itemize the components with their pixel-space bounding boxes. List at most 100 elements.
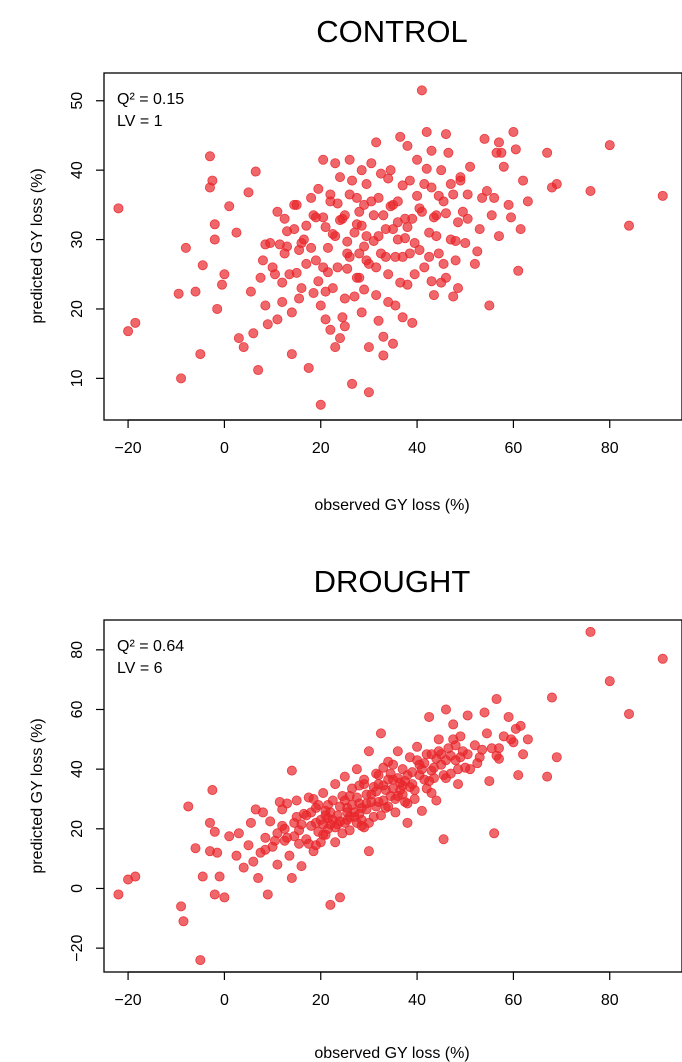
data-point <box>491 694 502 705</box>
data-point <box>477 744 488 755</box>
data-point <box>354 272 365 283</box>
data-point <box>624 220 635 231</box>
data-point <box>402 140 413 151</box>
lv-annotation: LV = 6 <box>117 660 163 677</box>
data-point <box>412 190 423 201</box>
data-point <box>294 838 305 849</box>
data-point <box>214 871 225 882</box>
data-point <box>375 728 386 739</box>
data-point <box>416 805 427 816</box>
data-point <box>428 290 439 301</box>
data-point <box>359 199 370 210</box>
data-point <box>395 277 406 288</box>
data-point <box>308 793 319 804</box>
data-point <box>262 889 273 900</box>
data-point <box>551 179 562 190</box>
data-point <box>455 752 466 763</box>
data-point <box>479 133 490 144</box>
data-point <box>371 137 382 148</box>
data-point <box>515 224 526 235</box>
y-tick-label: −20 <box>69 934 86 961</box>
data-point <box>472 246 483 257</box>
chart-title: DROUGHT <box>314 564 471 599</box>
data-point <box>250 166 261 177</box>
y-tick-label: 40 <box>69 760 86 778</box>
data-point <box>330 342 341 353</box>
data-point <box>301 810 312 821</box>
data-point <box>318 829 329 840</box>
data-point <box>448 734 459 745</box>
data-point <box>397 180 408 191</box>
data-point <box>493 137 504 148</box>
data-point <box>303 362 314 373</box>
plot-frame <box>103 72 682 421</box>
data-point <box>272 206 283 217</box>
data-point <box>387 759 398 770</box>
x-tick-label: 20 <box>312 992 330 1009</box>
data-point <box>354 248 365 259</box>
data-point <box>407 317 418 328</box>
y-tick-label: 60 <box>69 700 86 718</box>
data-point <box>342 814 353 825</box>
data-point <box>443 147 454 158</box>
data-point <box>301 258 312 269</box>
data-point <box>503 199 514 210</box>
data-point <box>474 224 485 235</box>
y-tick-label: 50 <box>69 92 86 110</box>
data-point <box>349 227 360 238</box>
data-point <box>260 844 271 855</box>
data-point <box>224 201 235 212</box>
x-axis: −20 0 20 40 60 80 <box>115 419 619 457</box>
data-point <box>522 196 533 207</box>
data-point <box>315 399 326 410</box>
data-point <box>272 314 283 325</box>
y-axis: −20 0 20 40 60 80 <box>69 641 104 962</box>
data-point <box>272 859 283 870</box>
data-point <box>385 165 396 176</box>
data-point <box>231 227 242 238</box>
data-point <box>513 265 524 276</box>
data-point <box>440 129 451 140</box>
data-point <box>477 192 488 203</box>
data-point <box>318 262 329 273</box>
data-point <box>204 151 215 162</box>
x-axis: −20 0 20 40 60 80 <box>115 971 619 1009</box>
data-point <box>113 889 124 900</box>
data-point <box>212 847 223 858</box>
data-point <box>414 244 425 255</box>
q2-annotation: Q² = 0.64 <box>117 638 184 655</box>
data-point <box>327 229 338 240</box>
data-point <box>253 365 264 376</box>
data-point <box>212 303 223 314</box>
data-point <box>190 286 201 297</box>
data-point <box>344 154 355 165</box>
data-point <box>448 189 459 200</box>
y-axis-label: predicted GY loss (%) <box>29 718 46 873</box>
data-point <box>204 817 215 828</box>
data-point <box>347 378 358 389</box>
data-point <box>351 764 362 775</box>
data-point <box>332 262 343 273</box>
data-point <box>286 765 297 776</box>
data-point <box>453 283 464 294</box>
data-point <box>286 349 297 360</box>
data-point <box>351 192 362 203</box>
data-point <box>176 373 187 384</box>
data-point <box>313 183 324 194</box>
data-point <box>219 269 230 280</box>
data-point <box>363 746 374 757</box>
data-point <box>624 708 635 719</box>
data-point <box>440 208 451 219</box>
data-point <box>368 210 379 221</box>
data-point <box>395 131 406 142</box>
data-point <box>503 711 514 722</box>
y-tick-label: 80 <box>69 641 86 659</box>
data-point <box>339 293 350 304</box>
data-point <box>453 217 464 228</box>
data-point <box>274 239 285 250</box>
data-point <box>306 192 317 203</box>
data-point <box>366 158 377 169</box>
data-point <box>262 319 273 330</box>
data-point <box>260 239 271 250</box>
data-point <box>481 185 492 196</box>
